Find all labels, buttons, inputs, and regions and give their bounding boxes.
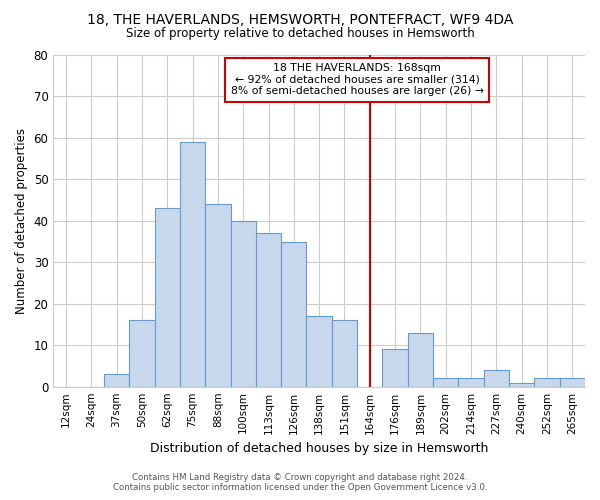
- Bar: [180, 142, 205, 386]
- Bar: [535, 378, 560, 386]
- Bar: [307, 316, 332, 386]
- Bar: [129, 320, 155, 386]
- Text: 18 THE HAVERLANDS: 168sqm
← 92% of detached houses are smaller (314)
8% of semi-: 18 THE HAVERLANDS: 168sqm ← 92% of detac…: [230, 64, 484, 96]
- Bar: [509, 382, 535, 386]
- Text: Contains HM Land Registry data © Crown copyright and database right 2024.
Contai: Contains HM Land Registry data © Crown c…: [113, 473, 487, 492]
- Bar: [155, 208, 180, 386]
- Bar: [332, 320, 357, 386]
- Bar: [382, 350, 408, 387]
- Bar: [205, 204, 230, 386]
- Y-axis label: Number of detached properties: Number of detached properties: [15, 128, 28, 314]
- Bar: [408, 333, 433, 386]
- Bar: [433, 378, 458, 386]
- Text: 18, THE HAVERLANDS, HEMSWORTH, PONTEFRACT, WF9 4DA: 18, THE HAVERLANDS, HEMSWORTH, PONTEFRAC…: [87, 12, 513, 26]
- Bar: [458, 378, 484, 386]
- Bar: [560, 378, 585, 386]
- Bar: [230, 221, 256, 386]
- Bar: [281, 242, 307, 386]
- X-axis label: Distribution of detached houses by size in Hemsworth: Distribution of detached houses by size …: [150, 442, 488, 455]
- Bar: [484, 370, 509, 386]
- Bar: [256, 234, 281, 386]
- Text: Size of property relative to detached houses in Hemsworth: Size of property relative to detached ho…: [125, 28, 475, 40]
- Bar: [104, 374, 129, 386]
